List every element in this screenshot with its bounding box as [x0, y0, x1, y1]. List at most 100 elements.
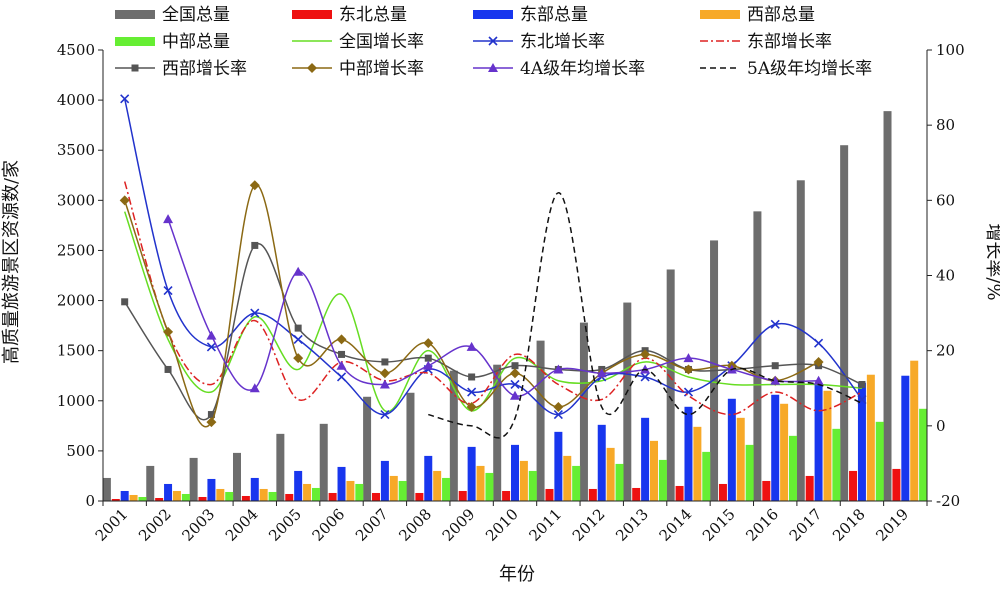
data-point-marker	[379, 379, 390, 389]
bar	[442, 477, 451, 501]
data-point-marker	[814, 338, 824, 348]
bar	[285, 493, 294, 501]
data-point-marker	[206, 342, 216, 352]
data-point-marker	[683, 364, 694, 375]
bar	[102, 477, 111, 501]
bar	[650, 440, 659, 501]
bar	[181, 493, 190, 501]
data-point-marker	[424, 354, 432, 362]
data-point-marker	[468, 373, 476, 381]
data-point-marker	[249, 180, 260, 191]
bar	[606, 447, 615, 501]
x-tick-label: 2011	[525, 505, 565, 545]
data-point-marker	[380, 409, 390, 420]
data-point-marker	[307, 63, 317, 73]
bar	[919, 408, 928, 501]
legend-label: 东部总量	[520, 5, 588, 25]
data-point-marker	[338, 350, 346, 358]
bar	[433, 470, 442, 501]
bar	[745, 444, 754, 501]
bar	[225, 491, 234, 501]
bar	[857, 382, 866, 501]
bar	[155, 497, 164, 501]
bar	[528, 470, 537, 501]
bar	[623, 302, 632, 501]
bar	[424, 455, 433, 501]
bar	[536, 340, 545, 501]
data-point-marker	[488, 63, 498, 72]
data-point-marker	[293, 334, 303, 344]
y-right-tick-label: -20	[936, 492, 960, 510]
bar	[684, 406, 693, 501]
bar	[164, 483, 173, 501]
bar	[198, 496, 207, 501]
y-right-tick-label: 80	[936, 116, 955, 134]
bar	[207, 478, 216, 501]
bar	[632, 487, 641, 501]
data-point-marker	[121, 298, 129, 306]
legend-swatch	[700, 10, 740, 19]
bar	[406, 392, 415, 501]
y-right-tick-label: 40	[936, 267, 955, 285]
data-point-marker	[858, 380, 866, 388]
bar	[502, 490, 511, 501]
bar	[823, 390, 832, 501]
data-point-marker	[381, 358, 389, 366]
y-left-tick-label: 4500	[57, 41, 95, 59]
legend-label: 西部总量	[747, 5, 815, 25]
bar	[138, 496, 147, 501]
bar	[693, 426, 702, 501]
bar	[597, 424, 606, 501]
y-right-axis-title: 增长率/%	[983, 223, 1000, 300]
x-tick-label: 2013	[612, 505, 652, 545]
data-point-marker	[249, 383, 260, 393]
y-right-tick-label: 0	[936, 417, 946, 435]
bar	[675, 485, 684, 501]
data-point-marker	[770, 375, 781, 385]
x-tick-label: 2010	[482, 505, 522, 545]
bar	[337, 466, 346, 501]
bar	[346, 480, 355, 501]
data-point-marker	[488, 36, 498, 46]
bar	[268, 491, 277, 501]
bar	[467, 446, 476, 501]
bar	[111, 498, 120, 501]
bar	[910, 360, 919, 501]
y-left-tick-label: 4000	[57, 91, 95, 109]
data-point-marker	[336, 360, 347, 370]
x-axis-title: 年份	[499, 564, 535, 585]
legend-swatch	[115, 10, 155, 19]
bar	[449, 370, 458, 501]
x-tick-label: 2003	[179, 505, 219, 545]
bar	[883, 111, 892, 501]
data-point-marker	[379, 368, 390, 379]
bar	[901, 375, 910, 501]
data-point-marker	[163, 326, 174, 337]
legend-label: 东部增长率	[747, 32, 832, 52]
bar	[129, 494, 138, 501]
bar	[319, 423, 328, 501]
bar	[875, 421, 884, 501]
data-point-marker	[510, 368, 520, 379]
data-point-marker	[206, 417, 217, 428]
legend-swatch	[115, 37, 155, 46]
legend-label: 西部增长率	[162, 59, 247, 79]
bar	[493, 364, 502, 501]
bar	[563, 455, 572, 501]
y-right-tick-label: 100	[936, 41, 965, 59]
bar	[702, 451, 711, 501]
bar	[355, 483, 364, 501]
bar	[588, 488, 597, 501]
data-point-marker	[294, 324, 302, 332]
bar	[371, 492, 380, 501]
bar	[303, 483, 312, 501]
bar	[250, 477, 259, 501]
bar	[519, 460, 528, 501]
data-point-marker	[683, 387, 694, 397]
data-point-marker	[466, 402, 477, 413]
data-point-marker	[206, 330, 217, 340]
bar	[615, 463, 624, 501]
legend-label: 全国增长率	[339, 32, 424, 52]
bar	[232, 452, 241, 501]
